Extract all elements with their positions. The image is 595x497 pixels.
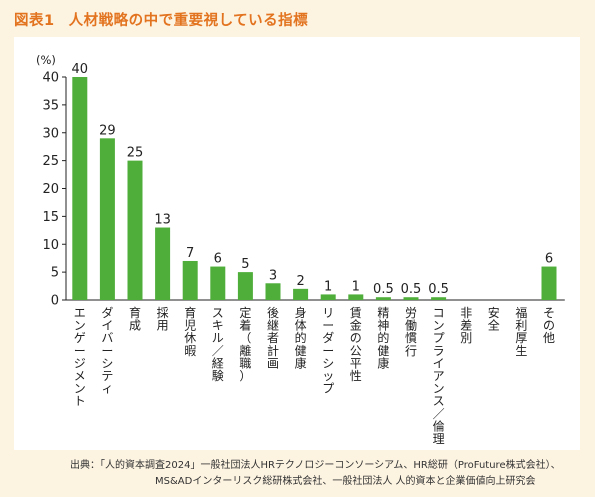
- data-label: 6: [545, 252, 553, 267]
- bar: [541, 266, 557, 300]
- category-label: 非差別: [460, 306, 472, 345]
- y-tick-label: 35: [42, 98, 59, 113]
- data-label: 2: [296, 274, 304, 289]
- category-label: 賃金の公平性: [350, 305, 362, 383]
- bar: [265, 283, 281, 300]
- category-label: エンゲージメント: [74, 306, 86, 408]
- category-label: リーダーシップ: [322, 306, 334, 396]
- category-label: スキル／経験: [212, 306, 224, 383]
- y-tick-label: 5: [51, 266, 59, 281]
- category-label: 育児休暇: [184, 305, 196, 358]
- data-label: 1: [352, 279, 360, 294]
- category-label: 定着（離職）: [239, 305, 251, 383]
- category-label: 精神的健康: [377, 306, 389, 370]
- category-label: 福利厚生: [515, 305, 527, 358]
- bar: [155, 227, 171, 300]
- bar: [237, 272, 253, 300]
- category-label: 育成: [129, 305, 141, 333]
- source-note: 出典：「人的資本調査2024」一般社団法人HRテクノロジーコンソーシアム、HR総…: [70, 458, 561, 490]
- data-label: 7: [186, 246, 194, 261]
- y-tick-label: 20: [42, 182, 59, 197]
- category-label: 労働慣行: [405, 306, 417, 358]
- data-label: 13: [154, 213, 171, 228]
- category-label: 採用: [157, 306, 169, 333]
- bar: [293, 288, 309, 300]
- category-label: 後継者計画: [267, 306, 279, 370]
- category-label: コンプライアンス／倫理: [433, 306, 445, 446]
- y-tick-label: 30: [42, 126, 59, 141]
- data-label: 0.5: [401, 282, 422, 297]
- category-label: ダイバーシティ: [101, 305, 113, 396]
- bar-chart: (%)051015202530354040エンゲージメント29ダイバーシティ25…: [36, 53, 565, 446]
- category-label: 安全: [488, 305, 500, 333]
- bar: [182, 260, 198, 300]
- data-label: 25: [127, 146, 144, 161]
- data-label: 40: [72, 62, 89, 77]
- bar: [99, 138, 115, 300]
- y-tick-label: 10: [42, 238, 59, 253]
- data-label: 3: [269, 268, 277, 283]
- source-line-2: MS&ADインターリスク総研株式会社、一般社団法人 人的資本と企業価値向上研究会: [155, 476, 536, 487]
- data-label: 6: [214, 252, 222, 267]
- y-unit-label: (%): [36, 53, 56, 67]
- data-label: 29: [99, 123, 116, 138]
- figure-title: 図表1 人材戦略の中で重要視している指標: [14, 9, 308, 30]
- category-label: その他: [543, 306, 555, 345]
- bar: [127, 160, 143, 300]
- bar: [320, 294, 336, 300]
- data-label: 1: [324, 279, 332, 294]
- bar: [431, 297, 447, 300]
- bar: [375, 297, 391, 300]
- y-tick-label: 25: [42, 154, 59, 169]
- bar: [210, 266, 226, 300]
- bar: [348, 294, 364, 300]
- source-line-1: 出典：「人的資本調査2024」一般社団法人HRテクノロジーコンソーシアム、HR総…: [70, 460, 561, 471]
- y-tick-label: 40: [42, 71, 59, 86]
- bar: [403, 297, 419, 300]
- data-label: 5: [241, 257, 249, 272]
- y-tick-label: 15: [42, 210, 59, 225]
- data-label: 0.5: [373, 282, 394, 297]
- y-tick-label: 0: [51, 294, 59, 309]
- chart-panel: (%) 0 5 10 15 20 25 30 35 40 40 エンゲージメント 29 ダイバーシティ 25…: [14, 37, 580, 450]
- figure-title-text: 人材戦略の中で重要視している指標: [68, 13, 309, 29]
- bar: [72, 77, 88, 300]
- category-label: 身体的健康: [295, 305, 307, 370]
- data-label: 0.5: [428, 282, 449, 297]
- figure-label: 図表1: [14, 13, 55, 29]
